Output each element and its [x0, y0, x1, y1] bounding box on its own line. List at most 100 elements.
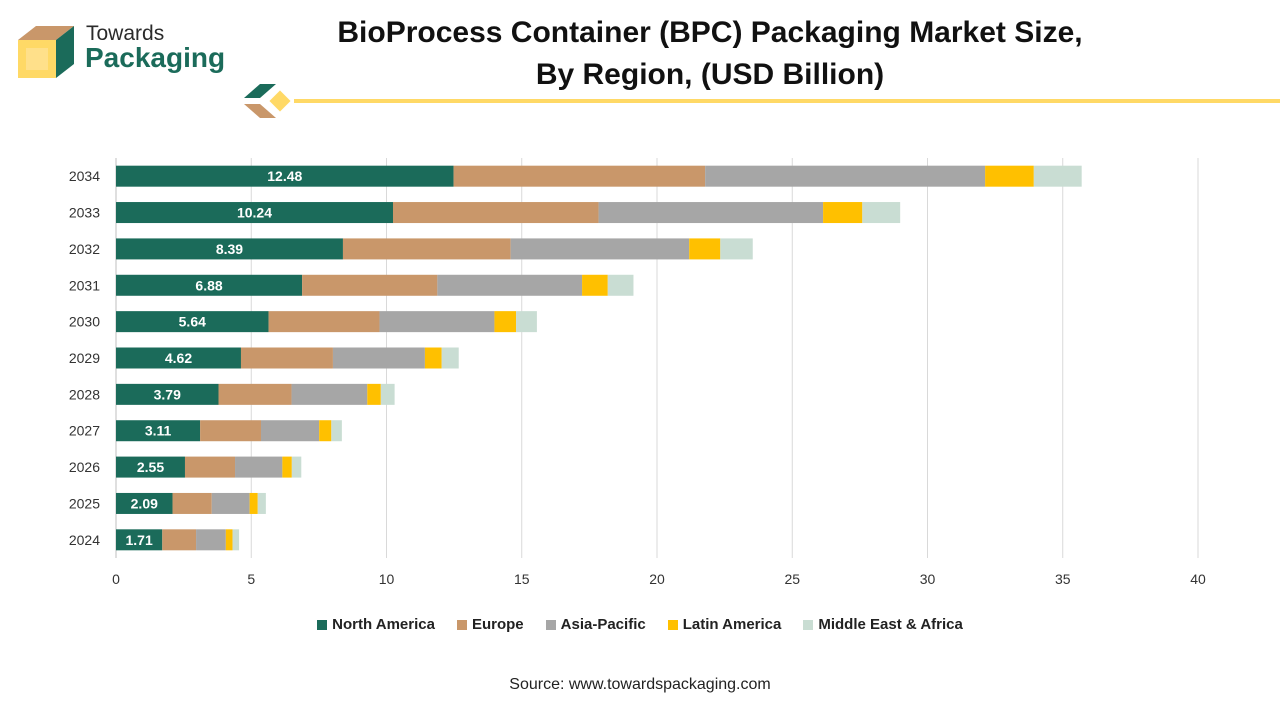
y-tick-label-2027: 2027	[69, 423, 100, 439]
y-tick-label-2029: 2029	[69, 350, 100, 366]
data-label-north-america-2024: 1.71	[126, 532, 153, 548]
x-tick-label-20: 20	[649, 571, 665, 587]
bar-europe-2032	[342, 238, 511, 260]
bar-north-america-2028	[116, 383, 219, 405]
bar-asia-pacific-2029	[332, 347, 425, 369]
bar-europe-2025	[172, 492, 212, 514]
bar-north-america-2029	[116, 347, 241, 369]
bar-middle-east-and-africa-2031	[607, 274, 634, 296]
bar-north-america-2027	[116, 420, 201, 442]
legend-label-latin-america: Latin America	[682, 616, 782, 633]
x-tick-label-25: 25	[784, 571, 800, 587]
bar-north-america-2025	[116, 492, 173, 514]
bar-europe-2026	[184, 456, 236, 478]
source-note: Source: www.towardspackaging.com	[509, 676, 771, 693]
y-tick-label-2031: 2031	[69, 277, 100, 293]
bar-north-america-2032	[116, 238, 343, 260]
legend-item-latin-america: Latin America	[667, 616, 782, 633]
legend-label-asia-pacific: Asia-Pacific	[560, 616, 646, 633]
bar-middle-east-and-africa-2024	[232, 529, 240, 551]
bar-asia-pacific-2027	[260, 420, 320, 442]
data-label-north-america-2028: 3.79	[154, 386, 181, 402]
legend-swatch-north-america	[317, 619, 328, 630]
legend-swatch-middle-east-africa	[803, 619, 814, 630]
bar-asia-pacific-2030	[379, 311, 495, 333]
bar-latin-america-2030	[494, 311, 517, 333]
x-tick-label-30: 30	[920, 571, 936, 587]
data-label-north-america-2029: 4.62	[165, 350, 192, 366]
data-label-north-america-2027: 3.11	[145, 423, 172, 439]
data-label-north-america-2034: 12.48	[267, 168, 302, 184]
bar-middle-east-and-africa-2026	[291, 456, 302, 478]
bar-latin-america-2032	[689, 238, 721, 260]
legend-item-europe: Europe	[456, 616, 524, 633]
bar-europe-2034	[453, 165, 706, 187]
bar-middle-east-and-africa-2033	[862, 202, 901, 224]
title-divider	[244, 84, 1280, 118]
chart-title-line-2: By Region, (USD Billion)	[535, 58, 885, 91]
bar-europe-2031	[302, 274, 438, 296]
bar-north-america-2034	[116, 165, 454, 187]
chart-legend: North America Europe Asia-Pacific Latin …	[0, 616, 1280, 633]
bar-middle-east-and-africa-2034	[1033, 165, 1082, 187]
bar-europe-2029	[240, 347, 333, 369]
x-tick-label-5: 5	[247, 571, 255, 587]
bar-asia-pacific-2033	[598, 202, 824, 224]
bar-latin-america-2033	[823, 202, 863, 224]
bar-middle-east-and-africa-2030	[516, 311, 537, 333]
y-tick-label-2024: 2024	[69, 532, 100, 548]
bar-middle-east-and-africa-2028	[380, 383, 395, 405]
bar-latin-america-2034	[985, 165, 1034, 187]
bar-middle-east-and-africa-2032	[720, 238, 753, 260]
data-label-north-america-2032: 8.39	[216, 241, 243, 257]
data-label-north-america-2025: 2.09	[131, 495, 158, 511]
bar-asia-pacific-2028	[291, 383, 368, 405]
bar-europe-2033	[392, 202, 599, 224]
bar-north-america-2030	[116, 311, 269, 333]
bar-north-america-2033	[116, 202, 393, 224]
bar-asia-pacific-2024	[196, 529, 226, 551]
y-tick-label-2028: 2028	[69, 386, 100, 402]
bar-asia-pacific-2025	[211, 492, 250, 514]
data-label-north-america-2033: 10.24	[237, 205, 272, 221]
legend-label-europe: Europe	[471, 616, 524, 633]
bar-north-america-2031	[116, 274, 303, 296]
bar-north-america-2024	[116, 529, 163, 551]
bar-middle-east-and-africa-2025	[257, 492, 266, 514]
bar-north-america-2026	[116, 456, 185, 478]
bar-middle-east-and-africa-2027	[331, 420, 342, 442]
legend-item-middle-east-africa: Middle East & Africa	[803, 616, 963, 633]
y-tick-label-2032: 2032	[69, 241, 100, 257]
legend-label-north-america: North America	[332, 616, 435, 633]
bar-asia-pacific-2031	[437, 274, 583, 296]
data-label-north-america-2026: 2.55	[137, 459, 164, 475]
x-tick-label-40: 40	[1190, 571, 1206, 587]
bar-europe-2030	[268, 311, 380, 333]
x-tick-label-35: 35	[1055, 571, 1071, 587]
bar-latin-america-2025	[249, 492, 258, 514]
bar-latin-america-2026	[282, 456, 292, 478]
legend-swatch-latin-america	[667, 619, 678, 630]
y-tick-label-2026: 2026	[69, 459, 100, 475]
data-label-north-america-2030: 5.64	[179, 314, 206, 330]
bar-europe-2028	[218, 383, 292, 405]
legend-label-middle-east-africa: Middle East & Africa	[818, 616, 963, 633]
towards-packaging-logo	[18, 26, 74, 78]
y-tick-label-2025: 2025	[69, 495, 100, 511]
logo-text-towards: Towards	[86, 22, 165, 45]
bar-europe-2024	[162, 529, 197, 551]
bar-latin-america-2027	[319, 420, 332, 442]
x-tick-label-15: 15	[514, 571, 530, 587]
y-tick-label-2034: 2034	[69, 168, 100, 184]
legend-swatch-asia-pacific	[545, 619, 556, 630]
bar-latin-america-2031	[582, 274, 608, 296]
legend-swatch-europe	[456, 619, 467, 630]
bar-asia-pacific-2032	[510, 238, 690, 260]
logo-text-packaging: Packaging	[85, 42, 226, 73]
y-tick-label-2030: 2030	[69, 314, 100, 330]
bar-asia-pacific-2026	[235, 456, 283, 478]
chart-title-line-1: BioProcess Container (BPC) Packaging Mar…	[337, 16, 1083, 49]
x-tick-label-0: 0	[112, 571, 120, 587]
bar-europe-2027	[200, 420, 261, 442]
